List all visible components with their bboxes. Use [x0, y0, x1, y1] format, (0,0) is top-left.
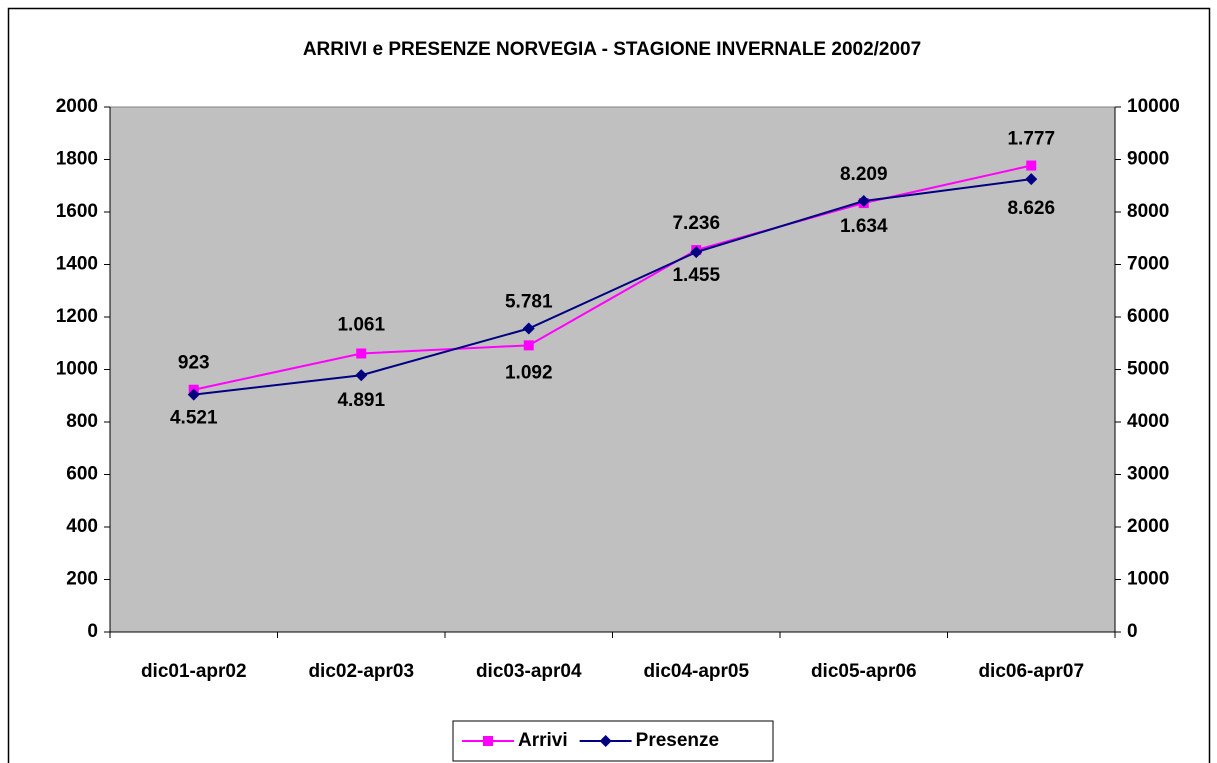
legend-marker: [599, 735, 612, 747]
marker: [355, 369, 368, 382]
data-label: 1.092: [505, 362, 553, 383]
y2-tick-label: 7000: [1127, 254, 1169, 275]
data-label: 8.626: [1007, 198, 1055, 219]
x-tick-label: dic05-apr06: [811, 661, 917, 682]
chart-title: ARRIVI e PRESENZE NORVEGIA - STAGIONE IN…: [303, 39, 921, 60]
y2-tick-label: 2000: [1127, 516, 1169, 537]
plot-area: [109, 106, 1116, 633]
marker: [356, 348, 367, 359]
series-line: [193, 178, 1032, 396]
x-tick-label: dic04-apr05: [643, 661, 749, 682]
legend-label: Presenze: [636, 730, 719, 751]
x-tick-label: dic03-apr04: [476, 661, 582, 682]
data-label: 1.634: [840, 216, 888, 237]
x-tick-label: dic06-apr07: [978, 661, 1084, 682]
y2-tick-label: 10000: [1127, 96, 1180, 117]
x-tick-label: dic02-apr03: [308, 661, 414, 682]
data-label: 1.777: [1007, 129, 1055, 150]
marker: [857, 195, 870, 208]
y-tick-label: 0: [87, 621, 98, 642]
data-label: 1.061: [337, 315, 385, 336]
legend-label: Arrivi: [518, 730, 568, 751]
y2-tick-label: 0: [1127, 621, 1138, 642]
y2-tick-label: 5000: [1127, 359, 1169, 380]
legend: Arrivi Presenze: [452, 720, 774, 762]
marker: [1025, 173, 1038, 186]
legend-marker: [483, 736, 493, 746]
data-label: 7.236: [672, 213, 720, 234]
data-label: 4.521: [170, 408, 218, 429]
data-label: 923: [178, 353, 210, 374]
y-tick-label: 2000: [56, 96, 98, 117]
data-label: 4.891: [337, 390, 385, 411]
y-tick-label: 1200: [56, 306, 98, 327]
y-tick-label: 1000: [56, 359, 98, 380]
y2-tick-label: 9000: [1127, 149, 1169, 170]
x-tick-label: dic01-apr02: [141, 661, 247, 682]
y-tick-label: 200: [66, 569, 98, 590]
chart-frame: [7, 7, 1211, 763]
y-tick-label: 600: [66, 464, 98, 485]
marker: [522, 322, 535, 335]
data-label: 5.781: [505, 292, 553, 313]
y2-tick-label: 6000: [1127, 306, 1169, 327]
data-label: 1.455: [672, 265, 720, 286]
y2-tick-label: 1000: [1127, 569, 1169, 590]
y2-tick-label: 4000: [1127, 411, 1169, 432]
marker: [187, 388, 200, 401]
y2-tick-label: 3000: [1127, 464, 1169, 485]
y-tick-label: 1600: [56, 201, 98, 222]
y2-tick-label: 8000: [1127, 201, 1169, 222]
y-tick-label: 400: [66, 516, 98, 537]
marker: [1026, 160, 1037, 171]
marker: [523, 340, 534, 351]
marker: [690, 246, 703, 259]
y-tick-label: 1800: [56, 149, 98, 170]
data-label: 8.209: [840, 164, 888, 185]
y-tick-label: 800: [66, 411, 98, 432]
y-tick-label: 1400: [56, 254, 98, 275]
